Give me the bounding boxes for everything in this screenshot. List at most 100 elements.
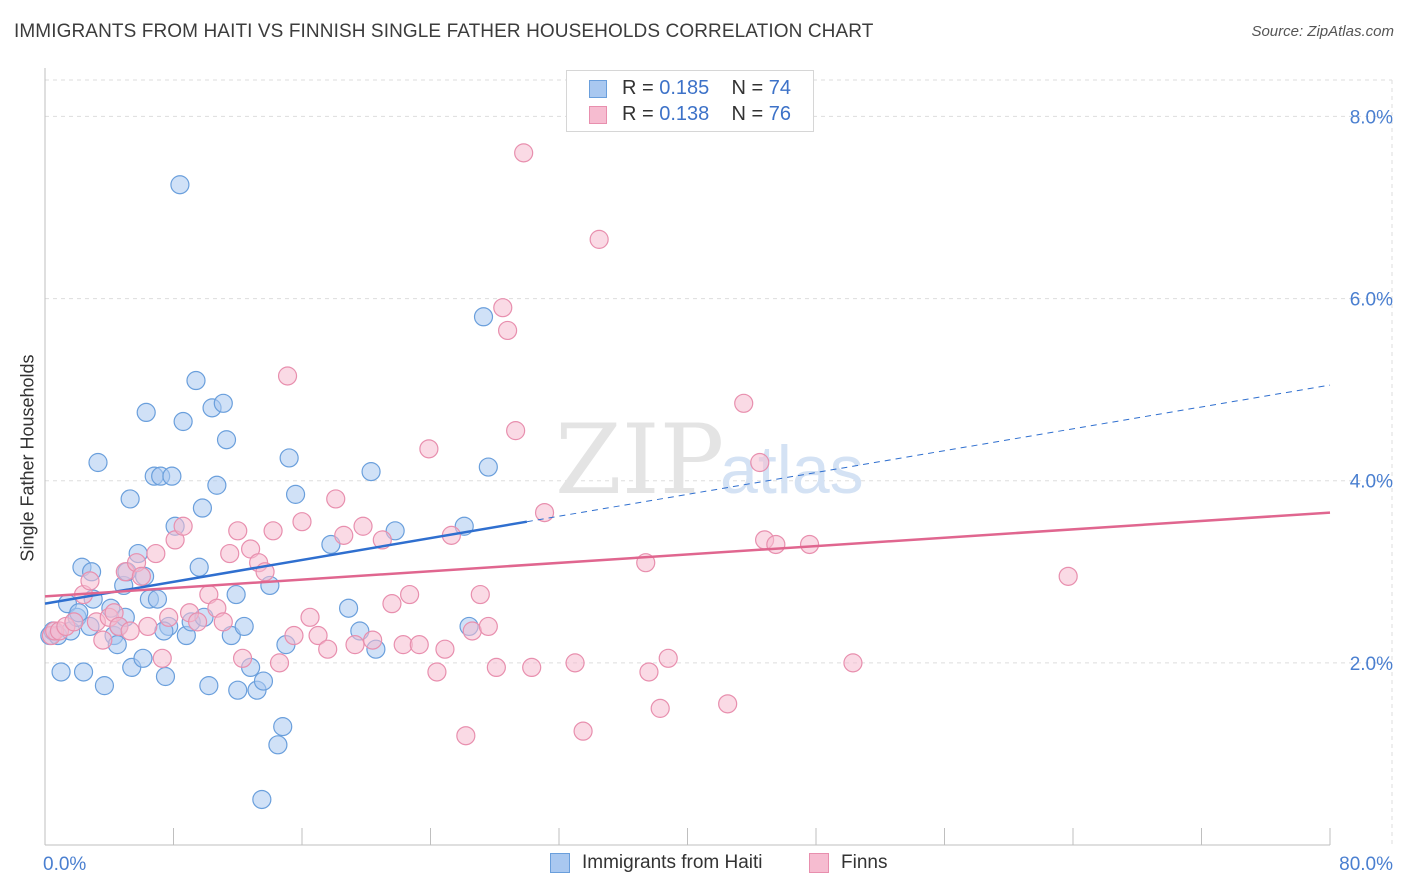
haiti-trend-extension xyxy=(526,384,1331,523)
haiti-point xyxy=(361,462,381,482)
legend-n-value-haiti: 74 xyxy=(768,77,792,99)
finns-point xyxy=(318,639,338,659)
finns-trend-line xyxy=(44,511,1331,598)
x-tick-label-max: 80.0% xyxy=(1339,854,1393,875)
legend-r-label: R = xyxy=(622,77,660,99)
finns-point xyxy=(514,143,534,163)
haiti-point xyxy=(338,598,359,618)
haiti-point xyxy=(136,402,156,423)
y-tick-label: 2.0% xyxy=(1350,654,1393,675)
finns-point xyxy=(269,653,290,673)
finns-point xyxy=(232,648,253,668)
haiti-point xyxy=(199,676,219,696)
finns-point xyxy=(1058,566,1078,586)
finns-point xyxy=(326,489,346,509)
finns-point xyxy=(300,607,320,627)
finns-point xyxy=(93,630,113,650)
haiti-point xyxy=(207,475,227,495)
haiti-point xyxy=(162,466,182,486)
finns-point xyxy=(159,607,179,627)
finns-point xyxy=(493,298,513,318)
finns-point xyxy=(734,393,754,413)
watermark-atlas: atlas xyxy=(720,432,864,508)
finns-point xyxy=(462,621,482,641)
finns-point xyxy=(120,621,140,641)
haiti-point xyxy=(94,676,115,696)
finns-point xyxy=(843,653,863,673)
x-tick-label-min: 0.0% xyxy=(43,854,86,875)
haiti-point xyxy=(51,662,71,682)
finns-point xyxy=(565,653,585,673)
haiti-point xyxy=(88,452,108,473)
haiti-point xyxy=(192,498,213,518)
chart-title: IMMIGRANTS FROM HAITI VS FINNISH SINGLE … xyxy=(14,21,874,42)
finns-point xyxy=(173,516,193,536)
finns-point xyxy=(152,648,172,668)
finns-point xyxy=(435,639,455,659)
finns-point xyxy=(486,657,506,678)
bottom-legend-label-finns: Finns xyxy=(841,852,888,873)
haiti-point xyxy=(173,411,193,432)
legend-swatch-haiti xyxy=(589,80,607,98)
bottom-legend-label-haiti: Immigrants from Haiti xyxy=(582,852,763,873)
y-axis-label: Single Father Households xyxy=(17,354,38,562)
finns-point xyxy=(573,721,593,741)
finns-point xyxy=(534,502,555,523)
finns-point xyxy=(427,662,447,682)
y-tick-label: 8.0% xyxy=(1350,107,1393,128)
finns-point xyxy=(419,439,439,459)
points-layer xyxy=(40,143,1078,810)
haiti-point xyxy=(189,557,209,577)
haiti-point xyxy=(228,680,248,700)
finns-point xyxy=(639,662,659,682)
finns-point xyxy=(506,421,526,441)
finns-point xyxy=(64,612,84,632)
finns-point xyxy=(382,594,402,614)
haiti-point xyxy=(268,735,288,755)
finns-point xyxy=(589,229,609,249)
haiti-point xyxy=(73,662,94,682)
finns-point xyxy=(284,625,304,646)
legend-r-value-haiti: 0.185 xyxy=(659,77,710,99)
y-tick-label: 4.0% xyxy=(1350,472,1393,493)
haiti-point xyxy=(253,671,274,691)
legend-n-label: N = xyxy=(731,103,769,125)
haiti-point xyxy=(234,616,254,637)
finns-point xyxy=(650,698,670,718)
haiti-point xyxy=(120,489,140,509)
finns-point xyxy=(131,566,151,586)
haiti-point xyxy=(252,789,272,810)
haiti-point xyxy=(170,175,190,195)
finns-point xyxy=(334,525,354,545)
haiti-point xyxy=(133,648,153,668)
finns-point xyxy=(718,694,738,714)
bottom-legend-swatch-finns xyxy=(809,853,829,873)
legend-r-value-finns: 0.138 xyxy=(659,103,710,125)
watermark-zip: ZIP xyxy=(555,404,724,516)
y-tick-label: 6.0% xyxy=(1350,290,1393,311)
haiti-point xyxy=(216,430,237,450)
axis-layer: 2.0% 4.0% 6.0% 8.0% 0.0% 80.0% xyxy=(43,68,1393,875)
finns-point xyxy=(363,630,383,650)
finns-point xyxy=(220,543,240,564)
finns-point xyxy=(522,657,542,678)
haiti-point xyxy=(186,370,206,391)
finns-point xyxy=(498,320,518,341)
finns-point xyxy=(766,534,786,555)
finns-point xyxy=(658,648,678,668)
haiti-point xyxy=(273,717,293,737)
finns-point xyxy=(80,571,100,591)
haiti-point xyxy=(226,584,246,605)
finns-point xyxy=(263,521,283,541)
finns-point xyxy=(187,612,208,632)
finns-point xyxy=(277,366,298,386)
finns-point xyxy=(470,584,490,605)
haiti-point xyxy=(279,448,299,468)
haiti-point xyxy=(285,484,306,504)
finns-point xyxy=(353,516,373,536)
watermark: ZIP atlas xyxy=(555,404,864,516)
legend-swatch-finns xyxy=(589,106,607,124)
haiti-point xyxy=(155,666,176,687)
finns-point xyxy=(478,616,498,637)
